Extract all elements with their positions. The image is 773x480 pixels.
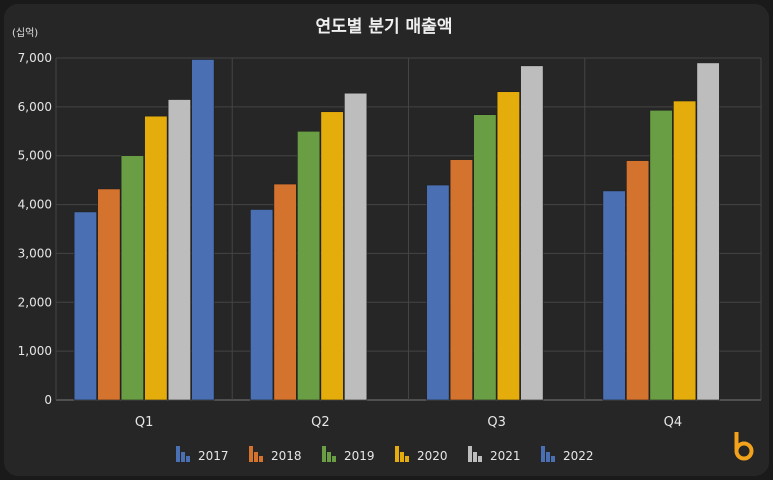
legend-swatch: [176, 446, 180, 462]
bar-Q1-2018: [97, 188, 121, 401]
y-tick-label: 2,000: [18, 295, 52, 309]
y-axis-ticks: 0 1,000 2,000 3,000 4,000 5,000 6,000 7,000: [18, 51, 52, 407]
bars: [73, 59, 720, 401]
legend: 2017 2018 2019 2020 2021 2022: [176, 446, 594, 463]
b-logo-icon: [734, 432, 754, 461]
bar-Q2-2021: [344, 92, 368, 401]
legend-label: 2021: [490, 449, 521, 463]
bar-Q3-2021: [520, 65, 544, 401]
legend-item-2018: 2018: [249, 446, 302, 463]
x-tick-label: Q1: [135, 415, 154, 430]
legend-swatch: [478, 456, 482, 462]
legend-label: 2022: [563, 449, 594, 463]
y-tick-label: 4,000: [18, 198, 52, 212]
legend-swatch: [395, 446, 399, 462]
bar-Q1-2017: [73, 211, 97, 401]
x-axis-ticks: Q1 Q2 Q3 Q4: [135, 415, 682, 430]
bar-Q1-2021: [167, 99, 191, 401]
y-tick-label: 6,000: [18, 100, 52, 114]
legend-swatch: [259, 456, 263, 462]
legend-swatch: [322, 446, 326, 462]
bar-Q3-2020: [496, 91, 520, 401]
chart-container: 연도별 분기 매출액 (십억) 0 1,000 2,000 3,000 4,000 5,0…: [4, 4, 769, 476]
legend-swatch: [400, 452, 404, 462]
bar-Q3-2017: [426, 184, 450, 401]
bar-Q4-2017: [602, 190, 626, 401]
y-tick-label: 7,000: [18, 51, 52, 65]
y-axis-unit-label: (십억): [12, 27, 38, 39]
x-tick-label: Q3: [487, 415, 506, 430]
bar-Q4-2019: [649, 109, 673, 401]
y-tick-label: 5,000: [18, 149, 52, 163]
legend-label: 2019: [344, 449, 375, 463]
y-tick-label: 0: [44, 393, 52, 407]
bar-Q4-2021: [696, 62, 720, 401]
legend-swatch: [327, 452, 331, 462]
legend-swatch: [186, 456, 190, 462]
x-tick-label: Q2: [311, 415, 330, 430]
legend-swatch: [551, 456, 555, 462]
legend-swatch: [473, 452, 477, 462]
legend-label: 2017: [198, 449, 229, 463]
legend-item-2017: 2017: [176, 446, 229, 463]
legend-item-2019: 2019: [322, 446, 375, 463]
y-tick-label: 3,000: [18, 246, 52, 260]
legend-swatch: [254, 452, 258, 462]
legend-swatch: [181, 452, 185, 462]
legend-swatch: [332, 456, 336, 462]
bar-Q3-2018: [449, 159, 473, 401]
y-tick-label: 1,000: [18, 344, 52, 358]
bar-Q1-2019: [120, 155, 144, 401]
chart-title: 연도별 분기 매출액: [316, 17, 453, 37]
legend-item-2021: 2021: [468, 446, 521, 463]
legend-label: 2018: [271, 449, 302, 463]
legend-swatch: [546, 452, 550, 462]
legend-label: 2020: [417, 449, 448, 463]
bar-Q2-2018: [273, 183, 297, 401]
legend-item-2022: 2022: [541, 446, 594, 463]
legend-swatch: [405, 456, 409, 462]
bar-Q2-2020: [320, 111, 344, 401]
legend-item-2020: 2020: [395, 446, 448, 463]
bar-Q4-2018: [626, 160, 650, 401]
bar-Q1-2020: [144, 115, 168, 401]
bar-Q1-2022: [191, 59, 215, 401]
bar-chart: 연도별 분기 매출액 (십억) 0 1,000 2,000 3,000 4,000 5,0…: [12, 17, 762, 463]
bar-Q2-2017: [250, 209, 274, 401]
legend-swatch: [468, 446, 472, 462]
x-tick-label: Q4: [664, 415, 683, 430]
bar-Q3-2019: [473, 114, 497, 401]
legend-swatch: [249, 446, 253, 462]
bar-Q4-2020: [673, 100, 697, 401]
legend-swatch: [541, 446, 545, 462]
bar-Q2-2019: [297, 130, 321, 401]
